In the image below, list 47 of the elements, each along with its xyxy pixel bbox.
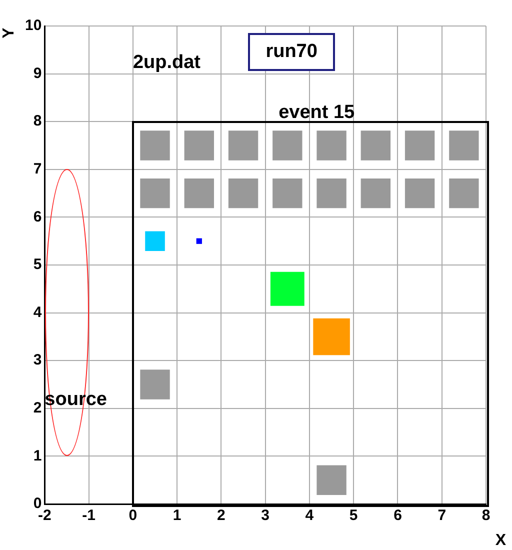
point — [140, 370, 170, 400]
point — [272, 130, 302, 160]
point — [145, 231, 165, 251]
point — [449, 130, 479, 160]
point — [360, 130, 391, 160]
text: run70 — [248, 33, 336, 72]
y-tick-label: 6 — [33, 208, 42, 226]
x-tick-label: 1 — [172, 507, 182, 524]
y-tick-label: 1 — [33, 447, 42, 464]
point — [270, 272, 304, 306]
point — [449, 178, 479, 208]
x-tick-label: 3 — [261, 507, 270, 524]
x-tick-label: 8 — [482, 507, 490, 524]
point — [184, 178, 214, 208]
point — [360, 178, 391, 208]
point — [316, 130, 346, 160]
point — [316, 178, 346, 208]
annotation: event 15 — [278, 102, 355, 124]
x-tick-label: 5 — [349, 507, 358, 524]
y-tick-label: 3 — [33, 352, 42, 369]
point — [184, 130, 214, 160]
point — [228, 178, 258, 208]
point — [140, 178, 170, 208]
x-tick-label: -1 — [82, 507, 96, 524]
y-tick-label: 8 — [33, 112, 42, 130]
x-tick-label: 0 — [128, 507, 138, 524]
y-tick-label: 9 — [33, 64, 42, 82]
y-tick-label: 5 — [33, 256, 42, 274]
y-tick-label: 10 — [24, 17, 42, 34]
y-tick-label: 2 — [33, 400, 42, 417]
y-tick-label: 7 — [33, 160, 42, 178]
x-tick-label: 2 — [217, 507, 226, 524]
x-tick-label: 6 — [394, 507, 402, 524]
x-axis-title: X — [495, 532, 506, 550]
y-axis-title: Y — [0, 28, 18, 38]
point — [404, 130, 435, 160]
point — [272, 178, 302, 208]
point — [228, 130, 258, 160]
point — [313, 318, 350, 356]
annotation: 2up.dat — [132, 52, 200, 74]
point — [404, 178, 435, 208]
point — [196, 238, 202, 244]
y-tick-label: 4 — [33, 304, 42, 321]
point — [140, 130, 170, 160]
point — [316, 465, 346, 495]
x-tick-label: 7 — [438, 507, 446, 524]
x-tick-label: 4 — [305, 507, 314, 524]
